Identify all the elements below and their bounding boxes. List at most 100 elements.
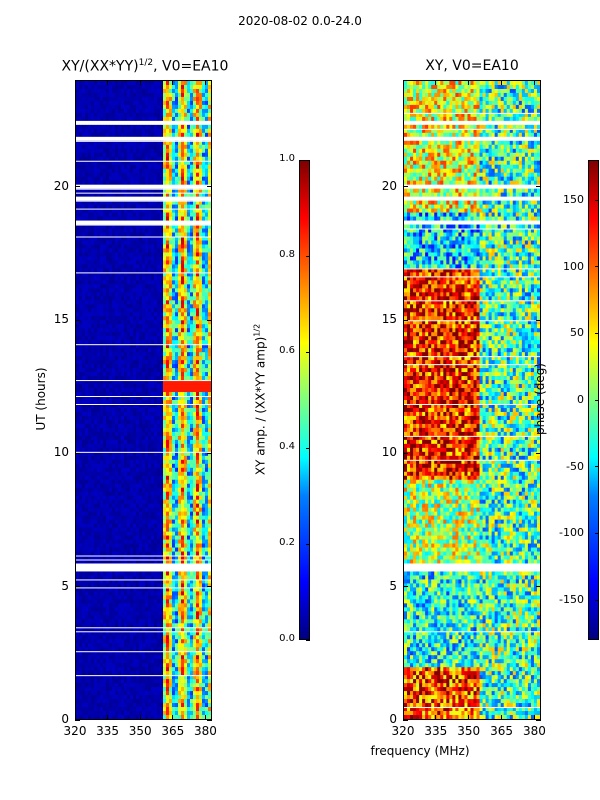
heatmap-cell <box>199 236 203 241</box>
heatmap-cell <box>115 256 119 261</box>
heatmap-cell <box>133 244 137 249</box>
heatmap-cell <box>181 224 185 229</box>
heatmap-cell <box>205 144 209 150</box>
heatmap-cell <box>199 148 203 154</box>
heatmap-cell <box>145 364 149 369</box>
heatmap-cell <box>193 447 197 453</box>
heatmap-cell <box>115 156 119 162</box>
heatmap-cell <box>85 284 89 289</box>
heatmap-cell <box>76 200 80 205</box>
heatmap-cell <box>94 336 98 341</box>
heatmap-cell <box>175 336 179 341</box>
heatmap-cell <box>205 344 209 349</box>
heatmap-cell <box>145 531 149 536</box>
heatmap-cell <box>190 479 194 485</box>
heatmap-cell <box>76 308 80 313</box>
heatmap-cell <box>79 451 83 457</box>
heatmap-cell <box>145 479 149 485</box>
heatmap-cell <box>124 483 128 489</box>
heatmap-cell <box>94 439 98 445</box>
heatmap-cell <box>208 204 211 209</box>
heatmap-cell <box>178 352 182 357</box>
heatmap-cell <box>151 352 155 357</box>
heatmap-cell <box>148 503 152 508</box>
heatmap-cell <box>85 304 89 309</box>
heatmap-cell <box>88 328 92 333</box>
heatmap-cell <box>187 288 191 293</box>
heatmap-cell <box>202 252 206 257</box>
heatmap-cell <box>184 260 188 265</box>
heatmap-cell <box>187 100 191 106</box>
heatmap-cell <box>79 332 83 337</box>
heatmap-cell <box>79 296 83 301</box>
heatmap-cell <box>91 459 95 465</box>
heatmap-cell <box>115 96 119 102</box>
heatmap-cell <box>166 507 170 512</box>
heatmap-cell <box>166 168 170 174</box>
heatmap-cell <box>190 427 194 433</box>
heatmap-cell <box>124 116 128 122</box>
heatmap-cell <box>85 332 89 337</box>
heatmap-cell <box>148 360 152 365</box>
heatmap-cell <box>175 296 179 301</box>
heatmap-cell <box>145 427 149 433</box>
heatmap-cell <box>127 503 131 508</box>
heatmap-cell <box>193 487 197 493</box>
heatmap-cell <box>190 463 194 469</box>
heatmap-cell <box>94 491 98 496</box>
heatmap-cell <box>76 188 80 193</box>
heatmap-cell <box>172 144 176 150</box>
heatmap-cell <box>169 160 173 166</box>
heatmap-cell <box>106 455 110 461</box>
heatmap-cell <box>145 368 149 373</box>
heatmap-cell <box>91 400 95 405</box>
heatmap-cell <box>88 100 92 106</box>
heatmap-cell <box>145 384 149 389</box>
heatmap-cell <box>157 380 161 385</box>
heatmap-cell <box>196 280 200 285</box>
heatmap-cell <box>130 499 134 504</box>
heatmap-cell <box>160 280 164 285</box>
heatmap-cell <box>88 304 92 309</box>
heatmap-cell <box>76 264 80 269</box>
heatmap-cell <box>118 188 122 193</box>
heatmap-cell <box>115 360 119 365</box>
heatmap-cell <box>199 435 203 441</box>
heatmap-cell <box>145 88 149 94</box>
heatmap-cell <box>139 140 143 146</box>
heatmap-cell <box>196 427 200 433</box>
heatmap-cell <box>199 419 203 425</box>
heatmap-cell <box>163 248 167 253</box>
heatmap-cell <box>157 443 161 449</box>
heatmap-cell <box>169 507 173 512</box>
heatmap-cell <box>91 388 95 393</box>
heatmap-cell <box>166 479 170 485</box>
heatmap-cell <box>208 376 211 381</box>
heatmap-cell <box>127 507 131 512</box>
heatmap-cell <box>181 443 185 449</box>
heatmap-cell <box>112 104 116 110</box>
heatmap-cell <box>208 144 211 150</box>
heatmap-cell <box>76 224 80 229</box>
heatmap-cell <box>163 280 167 285</box>
heatmap-cell <box>142 108 146 114</box>
heatmap-cell <box>160 364 164 369</box>
heatmap-cell <box>208 108 211 114</box>
heatmap-cell <box>91 112 95 118</box>
heatmap-cell <box>193 300 197 305</box>
heatmap-cell <box>88 511 92 516</box>
heatmap-cell <box>148 240 152 245</box>
heatmap-cell <box>190 132 194 138</box>
heatmap-cell <box>127 392 131 397</box>
heatmap-cell <box>94 81 98 86</box>
heatmap-cell <box>118 152 122 158</box>
heatmap-cell <box>127 308 131 313</box>
heatmap-cell <box>181 124 185 130</box>
heatmap-cell <box>97 176 101 181</box>
heatmap-cell <box>208 92 211 98</box>
heatmap-cell <box>175 88 179 94</box>
heatmap-cell <box>121 451 125 457</box>
heatmap-cell <box>148 284 152 289</box>
heatmap-cell <box>187 376 191 381</box>
heatmap-cell <box>202 376 206 381</box>
